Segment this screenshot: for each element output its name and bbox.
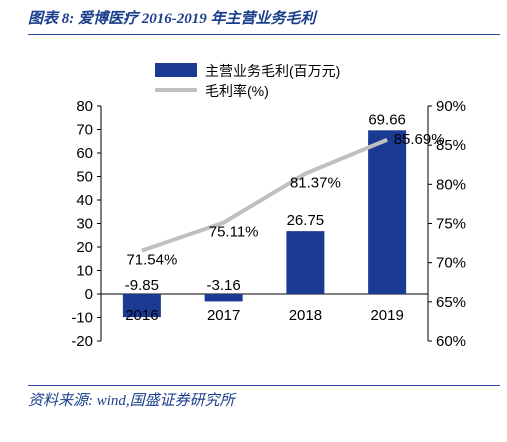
right-tick-label: 75% <box>436 216 466 233</box>
bar-value-label: 26.75 <box>287 212 325 229</box>
category-label-2019: 2019 <box>370 307 403 324</box>
margin-line <box>141 137 388 253</box>
left-tick-label: 50 <box>76 169 93 186</box>
category-label-2018: 2018 <box>289 307 322 324</box>
right-tick-label: 85% <box>436 137 466 154</box>
bar-value-label: 69.66 <box>368 111 406 128</box>
right-tick-label: 80% <box>436 176 466 193</box>
margin-value-label: 81.37% <box>290 175 341 192</box>
data-labels: -9.85 -3.16 26.75 69.66 71.54% 75.11% 81.37% 85… <box>125 111 445 294</box>
bar-2016 <box>122 294 161 318</box>
legend-label-line: 毛利率(%) <box>205 83 269 99</box>
category-label-2016: 2016 <box>125 307 158 324</box>
left-tick-label: 40 <box>76 192 93 209</box>
left-tick-label: 20 <box>76 239 93 256</box>
gross-profit-chart: 主营业务毛利(百万元) 毛利率(%) -20 -10 0 10 20 30 40 50 60 70 8… <box>71 63 466 350</box>
title-divider <box>28 34 500 35</box>
left-tick-label: 70 <box>76 122 93 139</box>
left-tick-label: -20 <box>71 333 93 350</box>
right-tick-label: 65% <box>436 294 466 311</box>
bar-series <box>122 130 407 318</box>
right-tick-label: 90% <box>436 98 466 115</box>
left-tick-label: 60 <box>76 145 93 162</box>
left-tick-label: 30 <box>76 216 93 233</box>
bar-2018 <box>286 231 325 294</box>
chart-legend: 主营业务毛利(百万元) 毛利率(%) <box>155 63 340 99</box>
category-label-2017: 2017 <box>207 307 240 324</box>
left-y-axis: -20 -10 0 10 20 30 40 50 60 70 80 <box>71 98 428 350</box>
line-series <box>141 137 388 253</box>
left-tick-label: -10 <box>71 310 93 327</box>
legend-swatch-bar <box>155 63 197 77</box>
source-note: 资料来源: wind,国盛证券研究所 <box>28 393 235 409</box>
bar-2019 <box>368 130 407 294</box>
left-tick-label: 0 <box>85 286 93 303</box>
bar-value-label: -3.16 <box>207 277 241 294</box>
category-labels: 2016 2017 2018 2019 <box>125 307 404 324</box>
right-y-axis: 60% 65% 70% 75% 80% 85% 90% <box>427 98 466 350</box>
bar-value-label: -9.85 <box>125 277 159 294</box>
margin-value-label: 71.54% <box>126 252 177 269</box>
figure-title: 图表 8: 爱博医疗 2016-2019 年主营业务毛利 <box>28 11 316 27</box>
bar-2017 <box>204 294 243 302</box>
right-tick-label: 70% <box>436 255 466 272</box>
left-tick-label: 10 <box>76 263 93 280</box>
margin-value-label: 75.11% <box>209 224 259 241</box>
source-divider <box>28 385 500 386</box>
left-tick-label: 80 <box>76 98 93 115</box>
margin-value-label: 85.69% <box>394 131 445 148</box>
right-tick-label: 60% <box>436 333 466 350</box>
legend-label-bar: 主营业务毛利(百万元) <box>205 63 340 79</box>
